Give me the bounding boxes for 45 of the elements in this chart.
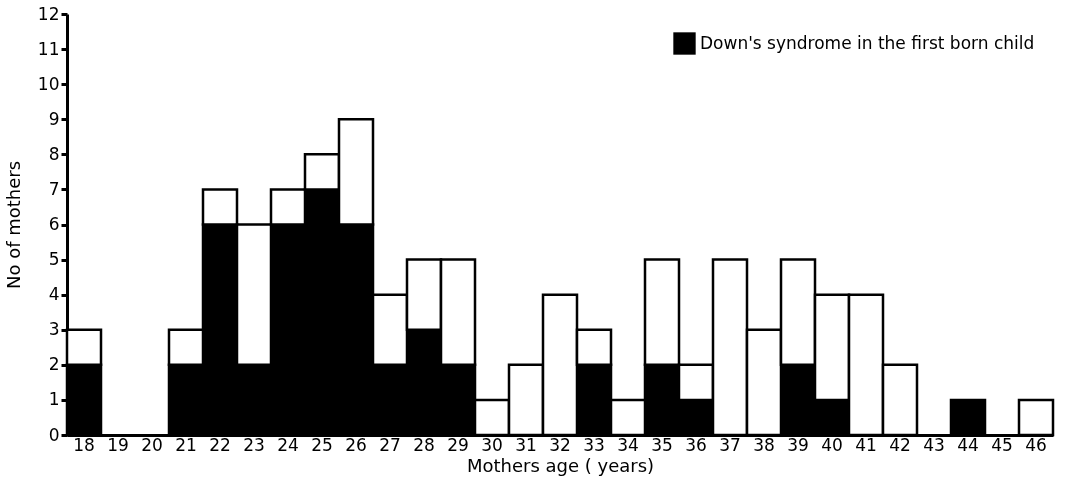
- x-tick-label: 21: [175, 434, 197, 455]
- y-tick-label: 7: [48, 178, 60, 199]
- x-tick-label: 36: [685, 434, 707, 455]
- x-tick-label: 35: [651, 434, 673, 455]
- x-tick-label: 25: [311, 434, 333, 455]
- y-tick-label: 11: [37, 38, 60, 59]
- x-tick-label: 42: [889, 434, 911, 455]
- x-tick-label: 18: [73, 434, 95, 455]
- x-tick-label: 39: [787, 434, 809, 455]
- x-tick-label: 45: [991, 434, 1013, 455]
- x-tick-label: 38: [753, 434, 775, 455]
- x-tick-label: 40: [821, 434, 843, 455]
- y-tick-label: 5: [48, 249, 60, 270]
- x-tick-label: 41: [855, 434, 877, 455]
- y-tick-label: 6: [48, 214, 60, 234]
- x-tick-label: 44: [957, 434, 979, 455]
- y-tick-label: 4: [48, 284, 60, 305]
- y-tick-label: 8: [48, 143, 60, 164]
- x-tick-label: 19: [107, 434, 129, 455]
- x-tick-label: 29: [447, 434, 469, 455]
- x-tick-label: 31: [515, 434, 537, 455]
- x-tick-label: 23: [243, 434, 265, 455]
- y-tick-label: 12: [37, 3, 60, 24]
- x-tick-label: 28: [413, 434, 435, 455]
- x-tick-label: 33: [583, 434, 605, 455]
- x-tick-label: 34: [617, 434, 639, 455]
- x-tick-label: 46: [1025, 434, 1047, 455]
- x-tick-label: 32: [549, 434, 571, 455]
- y-tick-label: 10: [37, 73, 60, 94]
- legend-label: Down's syndrome in the first born child: [700, 32, 1035, 53]
- x-tick-label: 37: [719, 434, 741, 455]
- x-tick-label: 20: [141, 434, 163, 455]
- y-tick-label: 1: [48, 389, 60, 410]
- x-tick-label: 22: [209, 434, 231, 455]
- y-tick-label: 2: [48, 354, 60, 375]
- x-axis-title: Mothers age ( years): [466, 454, 655, 476]
- x-tick-label: 30: [481, 434, 503, 455]
- x-tick-label: 43: [923, 434, 945, 455]
- y-tick-label: 9: [48, 108, 60, 129]
- x-tick-label: 24: [277, 434, 299, 455]
- x-tick-label: 27: [379, 434, 401, 455]
- x-tick-label: 26: [345, 434, 367, 455]
- y-tick-label: 3: [48, 319, 60, 340]
- y-axis-title: No of mothers: [2, 160, 24, 290]
- y-tick-label: 0: [48, 424, 60, 445]
